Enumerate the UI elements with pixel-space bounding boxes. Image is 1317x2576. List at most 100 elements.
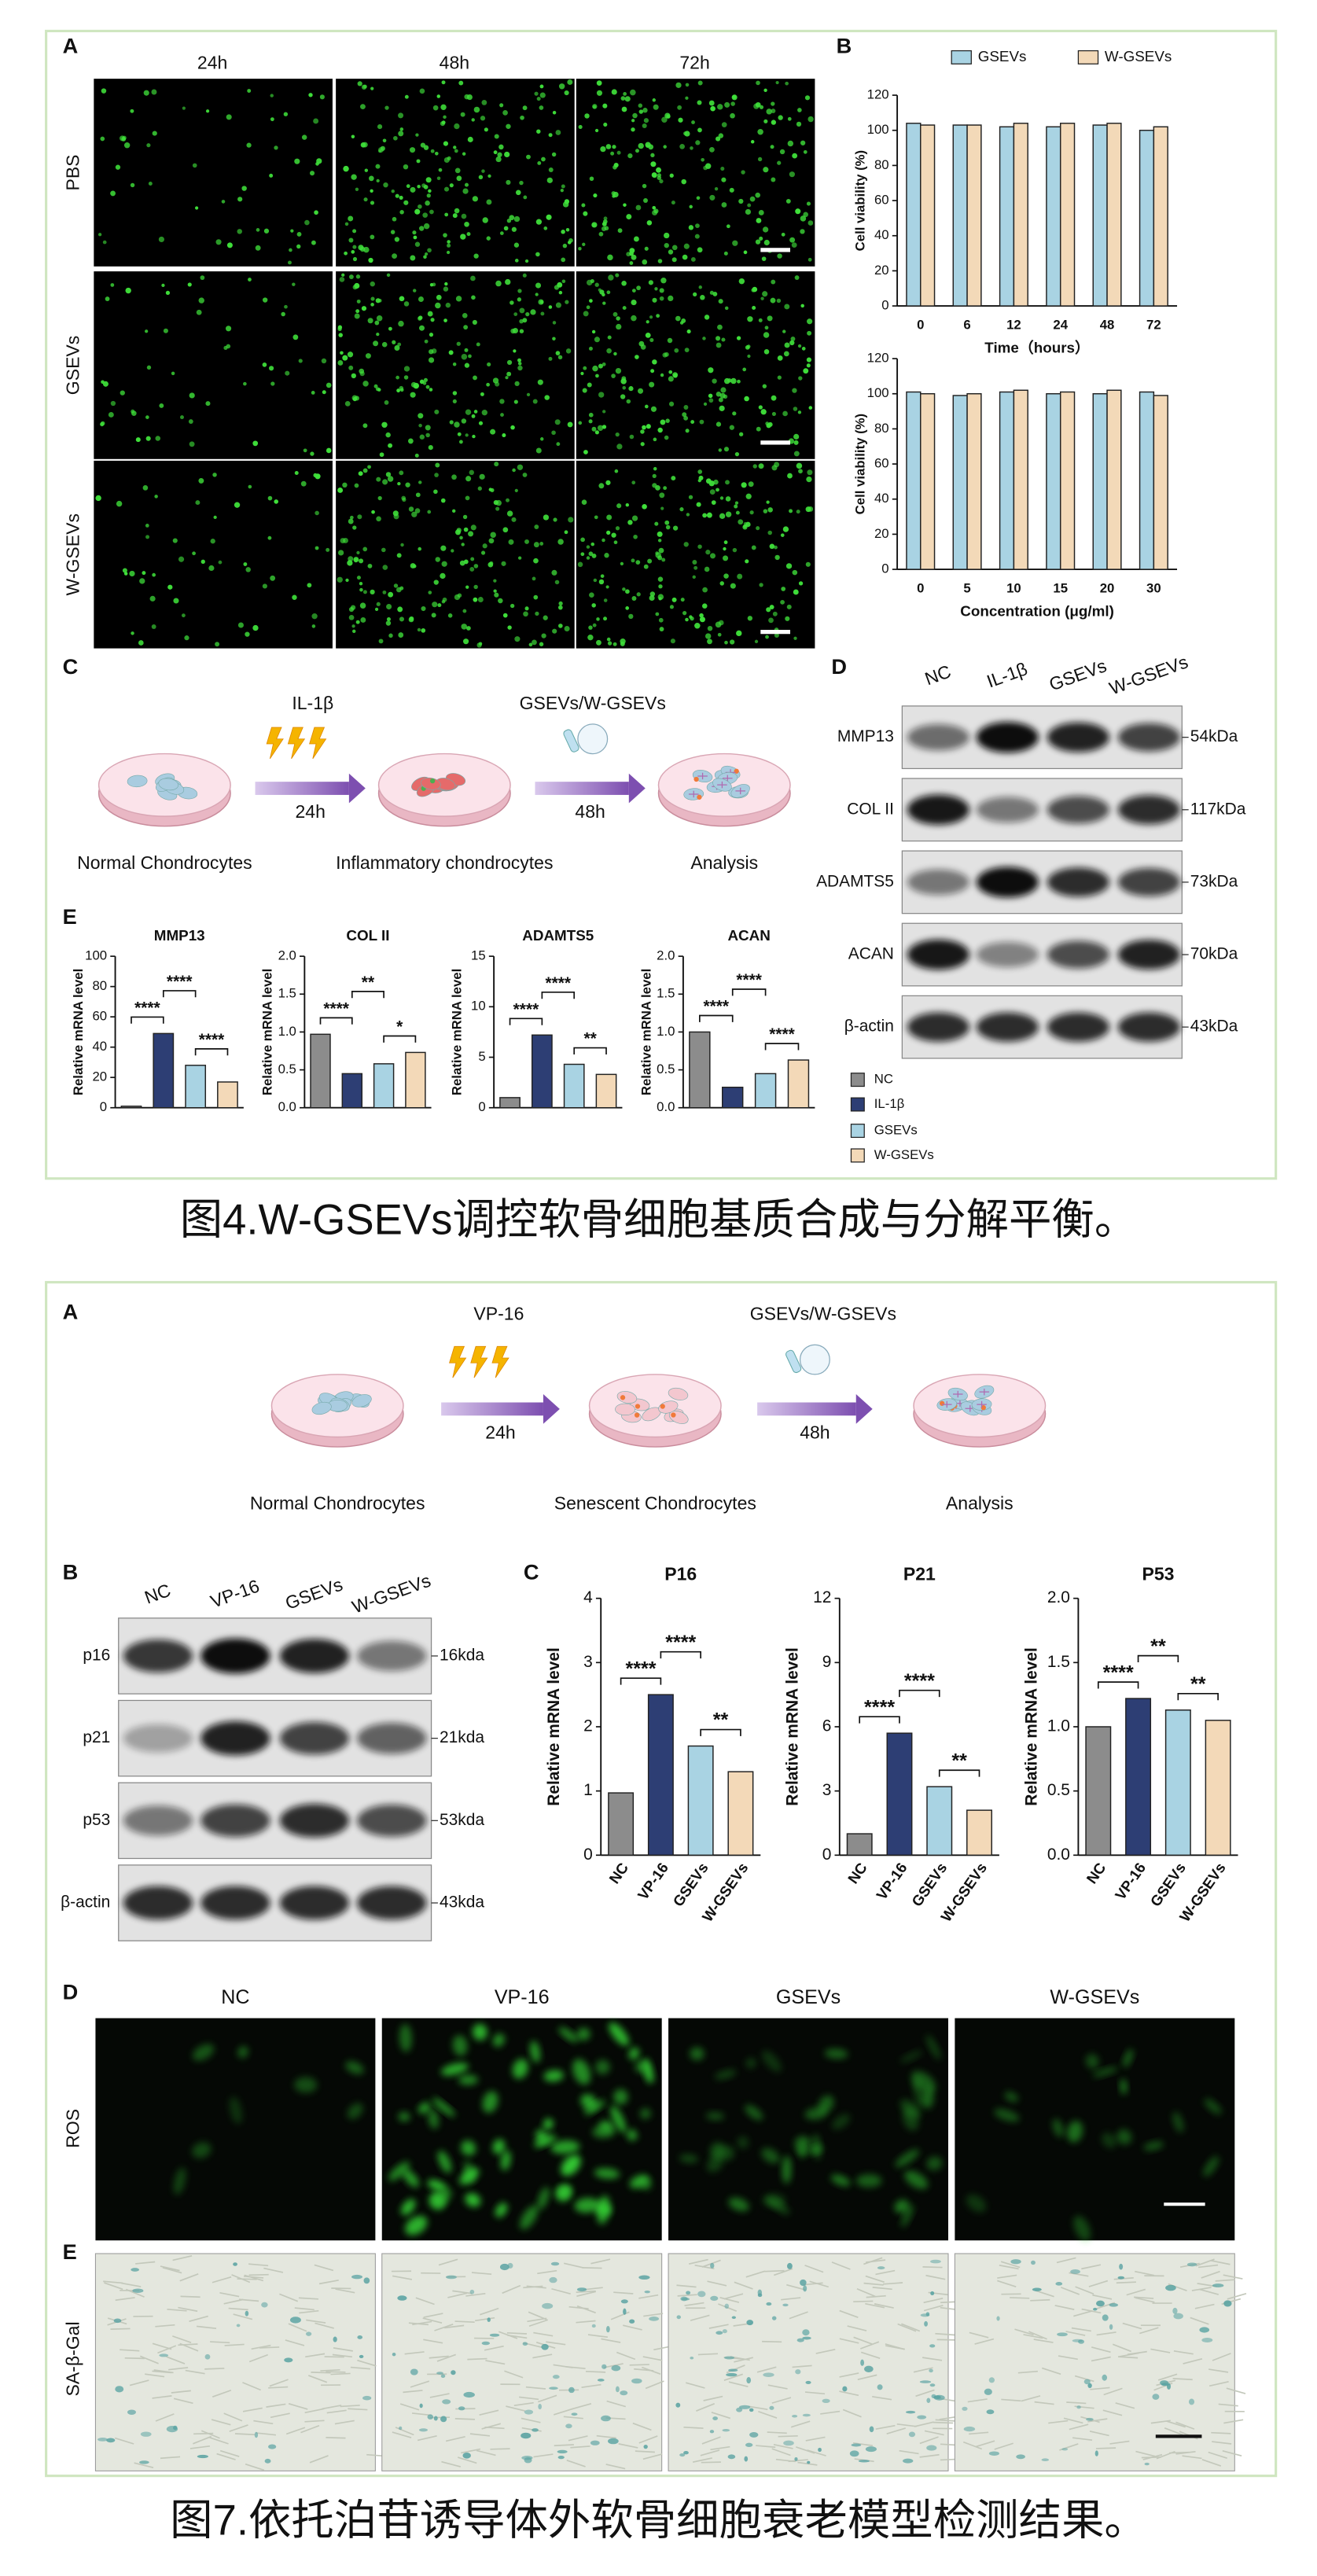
cell-dot [502,527,509,533]
cell-dot [359,558,364,564]
cell-dot [656,167,661,173]
cell-streak [507,2334,528,2339]
bar [531,1034,553,1109]
cell-dot [403,375,409,380]
cell-streak [847,2325,867,2331]
image-bg [95,2018,376,2241]
stain-speck [565,2423,572,2429]
bar [1085,1726,1112,1857]
y-axis-label: Relative mRNA level [638,969,653,1095]
blot-band [976,1012,1039,1042]
cell-dot [757,156,763,162]
cell-dot [696,502,701,507]
cell-streak [962,2441,983,2450]
significance-bracket [131,1016,164,1024]
cell-dot [591,426,597,432]
cell-dot [578,124,583,129]
ros-cell [345,2061,364,2074]
cell-dot [719,513,726,519]
cell-streak [576,2291,596,2298]
cell-streak [587,2334,608,2339]
cell-dot [482,217,488,223]
stain-speck [557,2456,565,2460]
stain-speck [864,2365,874,2372]
stain-speck [1010,2259,1021,2265]
cell-streak [180,2295,200,2298]
cell-dot [425,177,432,183]
cell-dot [539,92,546,98]
cell-dot [622,385,627,390]
fluorescence-image [336,460,575,649]
cell-dot [281,311,285,317]
cell-dot [95,495,101,502]
cell-dot [540,437,544,441]
cell-streak [692,2457,712,2463]
cell-dot [468,531,474,537]
cell-dot [603,122,608,127]
bar [952,395,968,570]
protein-label: ADAMTS5 [816,872,894,890]
stain-speck [132,2288,144,2293]
cell-dot [587,635,594,641]
cell-dot [348,237,354,243]
cell-streak [304,2408,325,2414]
protein-label: p16 [83,1646,110,1664]
cell-dot [403,301,410,307]
cell-dot [471,295,476,300]
cell-dot [205,401,211,407]
cell-dot [443,318,447,322]
cell-dot [495,280,502,287]
cell-streak [1091,2356,1111,2362]
cell-streak [922,2266,943,2269]
x-tick-label: NC [844,1860,870,1887]
cell-dot [135,437,141,443]
cell-dot [487,174,491,178]
stain-speck [268,2444,277,2449]
cell-dot [793,589,799,595]
panel-label: D [63,1979,79,2004]
cell-dot [205,109,210,113]
cell-streak [1150,2348,1171,2353]
stain-speck [1119,2263,1124,2270]
cell-streak [638,2294,659,2299]
stain-speck [1102,2314,1109,2321]
cell-dot [414,508,421,513]
cell-dot [478,175,484,180]
cell-dot [370,296,375,301]
cell-dot [358,245,364,251]
cell-dot [759,236,763,241]
cell-streak [299,2309,319,2314]
cell-dot [511,226,517,232]
lightning [491,1345,510,1378]
cell-dot [386,604,392,610]
cell-streak [173,2398,193,2405]
cell-streak [1141,2456,1161,2459]
cell-streak [224,2343,245,2346]
cell-dot [650,161,657,167]
cell-dot [218,560,223,565]
significance-bracket [162,990,197,998]
bar [687,1745,714,1857]
cell-streak [676,2284,697,2288]
stain-speck [233,2262,237,2266]
cell-dot [300,480,307,487]
cell-dot [522,273,527,278]
cell-dot [436,176,441,181]
cell-dot [723,573,729,579]
cell-dot [685,83,690,87]
stain-speck [392,2352,396,2357]
cell-streak [1201,2459,1222,2467]
cell-dot [365,353,371,359]
image-bg [954,2253,1235,2471]
cell-dot [473,375,477,381]
cell-dot [452,509,456,513]
cell-streak [1087,2418,1108,2423]
ros-cell [714,2070,737,2080]
cell [616,1391,638,1404]
blot-band [1117,867,1180,896]
cell-dot [535,282,542,289]
cell-dot [583,311,589,317]
cell-dot [503,226,509,231]
arrow-head [855,1394,873,1424]
cell-dot [427,311,433,317]
